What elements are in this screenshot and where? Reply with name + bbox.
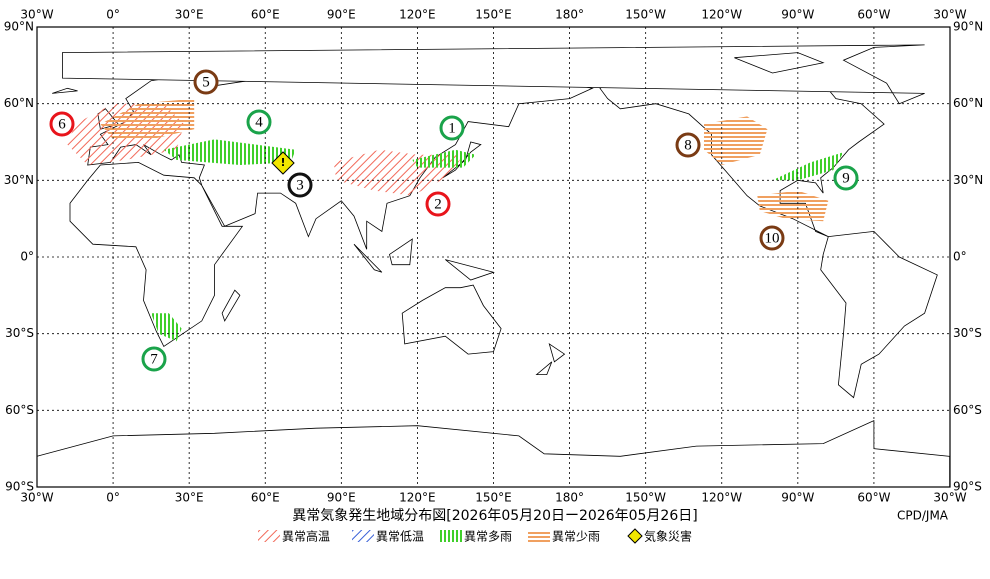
landmass <box>62 44 925 105</box>
left-label: 60°N <box>4 96 34 110</box>
marker-circle <box>675 132 701 158</box>
marker-circle <box>425 191 451 217</box>
landmass <box>548 342 566 363</box>
marker-circle <box>287 172 313 198</box>
top-label: 30°W <box>933 8 966 22</box>
left-label: 90°S <box>5 480 34 494</box>
marker-circle <box>759 225 785 251</box>
marker-circle <box>141 346 167 372</box>
top-label: 120°W <box>701 8 742 22</box>
axis-labels: 30°W30°W0°0°30°E30°E60°E60°E90°E90°E120°… <box>4 8 984 505</box>
anomaly-area <box>772 152 844 181</box>
top-label: 120°E <box>399 8 436 22</box>
bottom-label: 30°W <box>933 491 966 505</box>
marker-label: 4 <box>255 114 263 130</box>
top-label: 150°E <box>475 8 512 22</box>
legend-label: 異常少雨 <box>552 530 600 544</box>
legend-label: 異常高温 <box>282 529 330 544</box>
top-label: 90°W <box>781 8 814 22</box>
legend-swatch <box>528 530 550 542</box>
bottom-label: 120°W <box>701 491 742 505</box>
bottom-label: 120°E <box>399 491 436 505</box>
left-label: 0° <box>20 250 34 264</box>
map-frame <box>36 26 951 488</box>
marker-label: 10 <box>765 230 780 246</box>
top-label: 30°W <box>20 8 53 22</box>
svg-text:!: ! <box>280 156 285 169</box>
legend: 異常高温 異常低温 異常多雨 異常少雨 気象災害 <box>258 528 692 544</box>
marker-label: 3 <box>296 177 304 193</box>
right-label: 90°N <box>953 20 983 34</box>
bottom-label: 180° <box>555 491 584 505</box>
right-label: 0° <box>953 250 967 264</box>
top-label: 180° <box>555 8 584 22</box>
legend-label: 異常低温 <box>376 530 424 544</box>
landmass <box>535 361 553 376</box>
landmass <box>353 243 383 273</box>
right-label: 90°S <box>953 480 982 494</box>
markers: 1 2 3 4 5 6 7 8 9 10 <box>49 69 859 372</box>
marker-label: 1 <box>448 120 456 136</box>
right-label: 30°S <box>953 326 982 340</box>
left-label: 30°N <box>4 173 34 187</box>
bottom-label: 90°E <box>327 491 356 505</box>
marker-circle <box>439 115 465 141</box>
marker-circle <box>833 165 859 191</box>
bottom-label: 60°E <box>251 491 280 505</box>
top-label: 0° <box>106 8 120 22</box>
left-label: 90°N <box>4 20 34 34</box>
marker-label: 7 <box>150 351 158 367</box>
landmass <box>221 289 241 322</box>
anomaly-area <box>412 149 476 168</box>
marker-label: 8 <box>684 137 692 153</box>
legend-swatch <box>352 530 374 542</box>
marker-circle <box>49 111 75 137</box>
left-label: 60°S <box>5 403 34 417</box>
anomaly-areas <box>67 98 844 342</box>
marker-label: 6 <box>58 116 66 132</box>
legend-label: 気象災害 <box>644 529 692 544</box>
top-label: 90°E <box>327 8 356 22</box>
marker-label: 5 <box>202 74 210 90</box>
bottom-label: 150°E <box>475 491 512 505</box>
legend-label: 異常多雨 <box>464 530 512 544</box>
bottom-label: 30°W <box>20 491 53 505</box>
bottom-label: 150°W <box>625 491 666 505</box>
right-label: 60°N <box>953 96 983 110</box>
landmass <box>820 230 938 399</box>
legend-swatch <box>258 530 280 542</box>
map-title: 異常気象発生地域分布図[2026年05月20日ー2026年05月26日] <box>292 508 697 524</box>
top-label: 60°E <box>251 8 280 22</box>
marker-circle <box>246 109 272 135</box>
right-label: 60°S <box>953 403 982 417</box>
landmass <box>389 238 413 266</box>
bottom-label: 0° <box>106 491 120 505</box>
bottom-label: 90°W <box>781 491 814 505</box>
landmass <box>445 259 495 281</box>
right-label: 30°N <box>953 173 983 187</box>
anomaly-area <box>757 190 829 222</box>
anomaly-area <box>163 139 296 165</box>
legend-swatch <box>440 530 462 542</box>
top-label: 150°W <box>625 8 666 22</box>
legend-icon <box>627 528 643 544</box>
left-label: 30°S <box>5 326 34 340</box>
marker-circle <box>193 69 219 95</box>
anomaly-area <box>100 98 195 140</box>
anomaly-area <box>704 116 768 165</box>
anomaly-area <box>151 313 182 342</box>
graticule <box>37 27 950 487</box>
landmass <box>52 87 78 94</box>
top-label: 60°W <box>857 8 890 22</box>
bottom-label: 60°W <box>857 491 890 505</box>
landmass <box>401 284 502 355</box>
marker-label: 2 <box>434 196 442 212</box>
marker-label: 9 <box>842 170 850 186</box>
bottom-label: 30°E <box>175 491 204 505</box>
top-label: 30°E <box>175 8 204 22</box>
disaster-icon: ! <box>271 151 295 175</box>
credit: CPD/JMA <box>897 509 949 523</box>
